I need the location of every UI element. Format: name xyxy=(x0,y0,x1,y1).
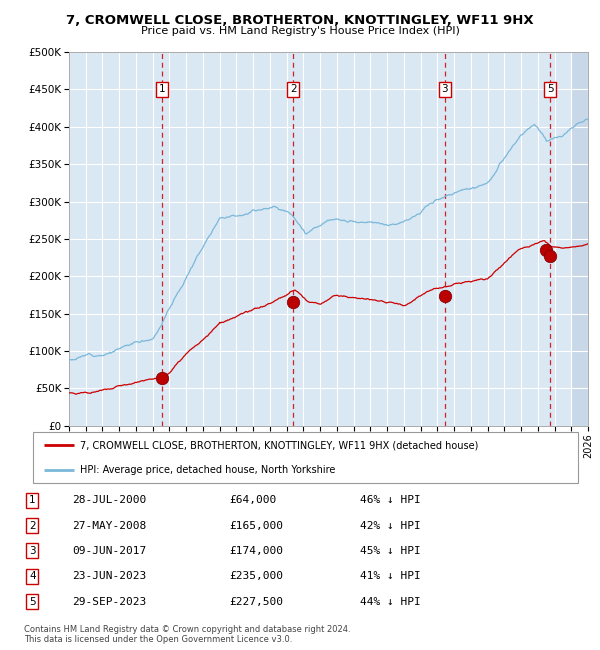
Text: Contains HM Land Registry data © Crown copyright and database right 2024.: Contains HM Land Registry data © Crown c… xyxy=(24,625,350,634)
Text: Price paid vs. HM Land Registry's House Price Index (HPI): Price paid vs. HM Land Registry's House … xyxy=(140,26,460,36)
Text: £227,500: £227,500 xyxy=(229,597,283,606)
Text: 3: 3 xyxy=(29,546,35,556)
Text: 1: 1 xyxy=(29,495,35,505)
Text: 45% ↓ HPI: 45% ↓ HPI xyxy=(360,546,421,556)
Text: This data is licensed under the Open Government Licence v3.0.: This data is licensed under the Open Gov… xyxy=(24,635,292,644)
Text: 2: 2 xyxy=(290,84,296,94)
Text: 41% ↓ HPI: 41% ↓ HPI xyxy=(360,571,421,581)
Text: 2: 2 xyxy=(29,521,35,530)
Text: £235,000: £235,000 xyxy=(229,571,283,581)
Bar xyxy=(571,52,588,426)
Text: 28-JUL-2000: 28-JUL-2000 xyxy=(72,495,146,505)
Text: 42% ↓ HPI: 42% ↓ HPI xyxy=(360,521,421,530)
Text: 44% ↓ HPI: 44% ↓ HPI xyxy=(360,597,421,606)
Text: HPI: Average price, detached house, North Yorkshire: HPI: Average price, detached house, Nort… xyxy=(80,465,335,475)
Text: 4: 4 xyxy=(29,571,35,581)
Text: £64,000: £64,000 xyxy=(229,495,276,505)
FancyBboxPatch shape xyxy=(33,432,578,483)
Text: 09-JUN-2017: 09-JUN-2017 xyxy=(72,546,146,556)
Text: 1: 1 xyxy=(159,84,166,94)
Text: £165,000: £165,000 xyxy=(229,521,283,530)
Text: 29-SEP-2023: 29-SEP-2023 xyxy=(72,597,146,606)
Text: 23-JUN-2023: 23-JUN-2023 xyxy=(72,571,146,581)
Text: 7, CROMWELL CLOSE, BROTHERTON, KNOTTINGLEY, WF11 9HX: 7, CROMWELL CLOSE, BROTHERTON, KNOTTINGL… xyxy=(66,14,534,27)
Text: 7, CROMWELL CLOSE, BROTHERTON, KNOTTINGLEY, WF11 9HX (detached house): 7, CROMWELL CLOSE, BROTHERTON, KNOTTINGL… xyxy=(80,440,478,450)
Text: 46% ↓ HPI: 46% ↓ HPI xyxy=(360,495,421,505)
Text: 5: 5 xyxy=(547,84,553,94)
Text: £174,000: £174,000 xyxy=(229,546,283,556)
Text: 27-MAY-2008: 27-MAY-2008 xyxy=(72,521,146,530)
Text: 5: 5 xyxy=(29,597,35,606)
Text: 3: 3 xyxy=(442,84,448,94)
